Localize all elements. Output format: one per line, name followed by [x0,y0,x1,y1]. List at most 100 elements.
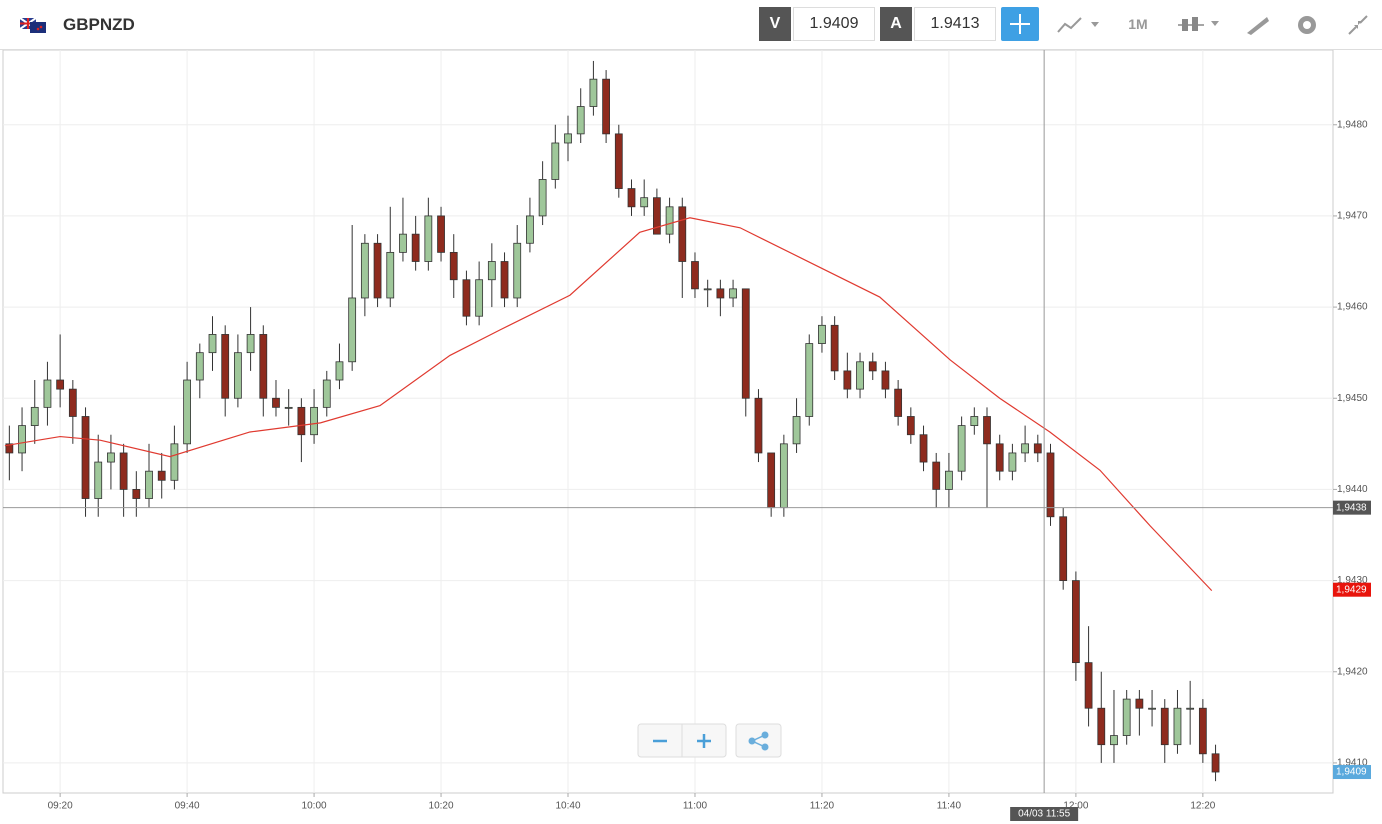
y-tick-label: 1,9470 [1337,211,1368,222]
moving-average-line [4,217,1213,592]
chart-type-button[interactable] [1055,14,1105,36]
candle-body [868,361,877,372]
x-tick-label: 09:20 [48,801,73,812]
candle-body [551,142,560,180]
y-tick-label: 1,9450 [1337,393,1368,404]
candle-body [983,416,991,445]
candle-body [449,251,458,281]
candle-body [564,133,572,144]
zoom-controls [637,723,782,758]
candle-body [335,361,344,381]
bid-button[interactable]: V [759,7,791,41]
candle-body [856,361,864,390]
candle-body [1084,662,1093,709]
y-tick-label: 1,9430 [1337,575,1368,586]
candle-body [729,288,737,299]
candle-body [475,279,484,317]
fullscreen-button[interactable] [1346,13,1372,39]
candle-body [1198,707,1207,755]
y-tick-label: 1,9440 [1337,484,1368,495]
candle-body [1173,707,1182,746]
plot-frame [2,50,1334,794]
candle-body [526,215,534,244]
candle-body [399,233,407,253]
candle-body [360,242,369,299]
timeframe-button[interactable]: 1M [1128,16,1148,32]
candle-body [208,334,217,354]
candle-body [1135,698,1144,709]
x-tick-label: 11:20 [810,801,835,812]
candle-body [259,334,268,399]
candle-body [107,452,115,463]
crosshair-button[interactable] [1001,7,1039,41]
candle-body [373,242,382,299]
chart: 1,9410 1,9420 1,9430 1,9440 1,9450 1,9460 1,94… [2,50,1371,821]
candle-body [894,388,903,417]
candle-body [919,434,928,463]
x-tick-label: 09:40 [175,801,200,812]
candle-body [995,443,1004,472]
candle-body [792,416,801,445]
candle-body [68,388,77,417]
candle-body [5,443,14,454]
candle-body [741,288,750,399]
price-marker [1333,765,1371,780]
ask-button[interactable]: A [880,7,912,41]
draw-button[interactable] [1243,13,1273,37]
settings-button[interactable] [1295,13,1321,39]
candle-body [386,251,395,299]
candle-body [145,470,153,499]
candle-body [272,397,280,408]
candle-body [1071,580,1080,664]
candle-body [1021,443,1029,454]
candle-type-button[interactable] [1178,13,1224,37]
candle-body [513,242,522,299]
candle-body [424,215,433,262]
symbol: GBPNZD [63,15,135,34]
x-tick-label: 10:40 [555,801,580,812]
candle-body [640,197,649,208]
candle-body [602,78,610,135]
x-tick-label: 10:20 [429,801,454,812]
candle-body [1059,516,1068,581]
candle-body [234,352,242,399]
candle-body [957,425,966,472]
candle-body [805,343,814,417]
candle-body [614,133,623,189]
x-tick-label: 12:20 [1190,801,1215,812]
candle-body [1046,452,1055,518]
x-tick-label: 11:00 [683,801,708,812]
candle-body [487,261,496,281]
candle-body [678,206,687,262]
share-button[interactable] [735,723,782,758]
candle-body [576,106,585,135]
candle-body [665,206,674,235]
ask-price: 1.9413 [914,7,996,41]
candle-body [43,379,52,408]
candle-body [322,379,331,408]
candle-body [1211,753,1220,773]
candle-body [119,452,128,490]
candle-body [56,379,65,390]
candle-body [1033,443,1042,454]
candle-body [81,416,90,499]
candle-body [843,370,852,390]
candle-body [1160,707,1169,746]
candle-body [1097,707,1106,746]
candle-body [754,397,763,454]
candle-body [932,461,941,490]
candle-body [652,197,661,235]
zoom-in[interactable] [697,734,711,748]
candle-body [830,324,839,372]
price-marker-label: 1,9409 [1336,767,1367,778]
candle-body [906,416,915,436]
candle-body [246,334,255,354]
candle-body [703,288,712,291]
candle-body [221,334,230,399]
candle-body [881,370,890,390]
candle-body [94,461,103,499]
toolbar: GBPNZD V 1.9409 A 1.9413 1M [0,0,1382,50]
crosshair-y-badge [1333,500,1371,515]
candle-body [716,288,725,299]
